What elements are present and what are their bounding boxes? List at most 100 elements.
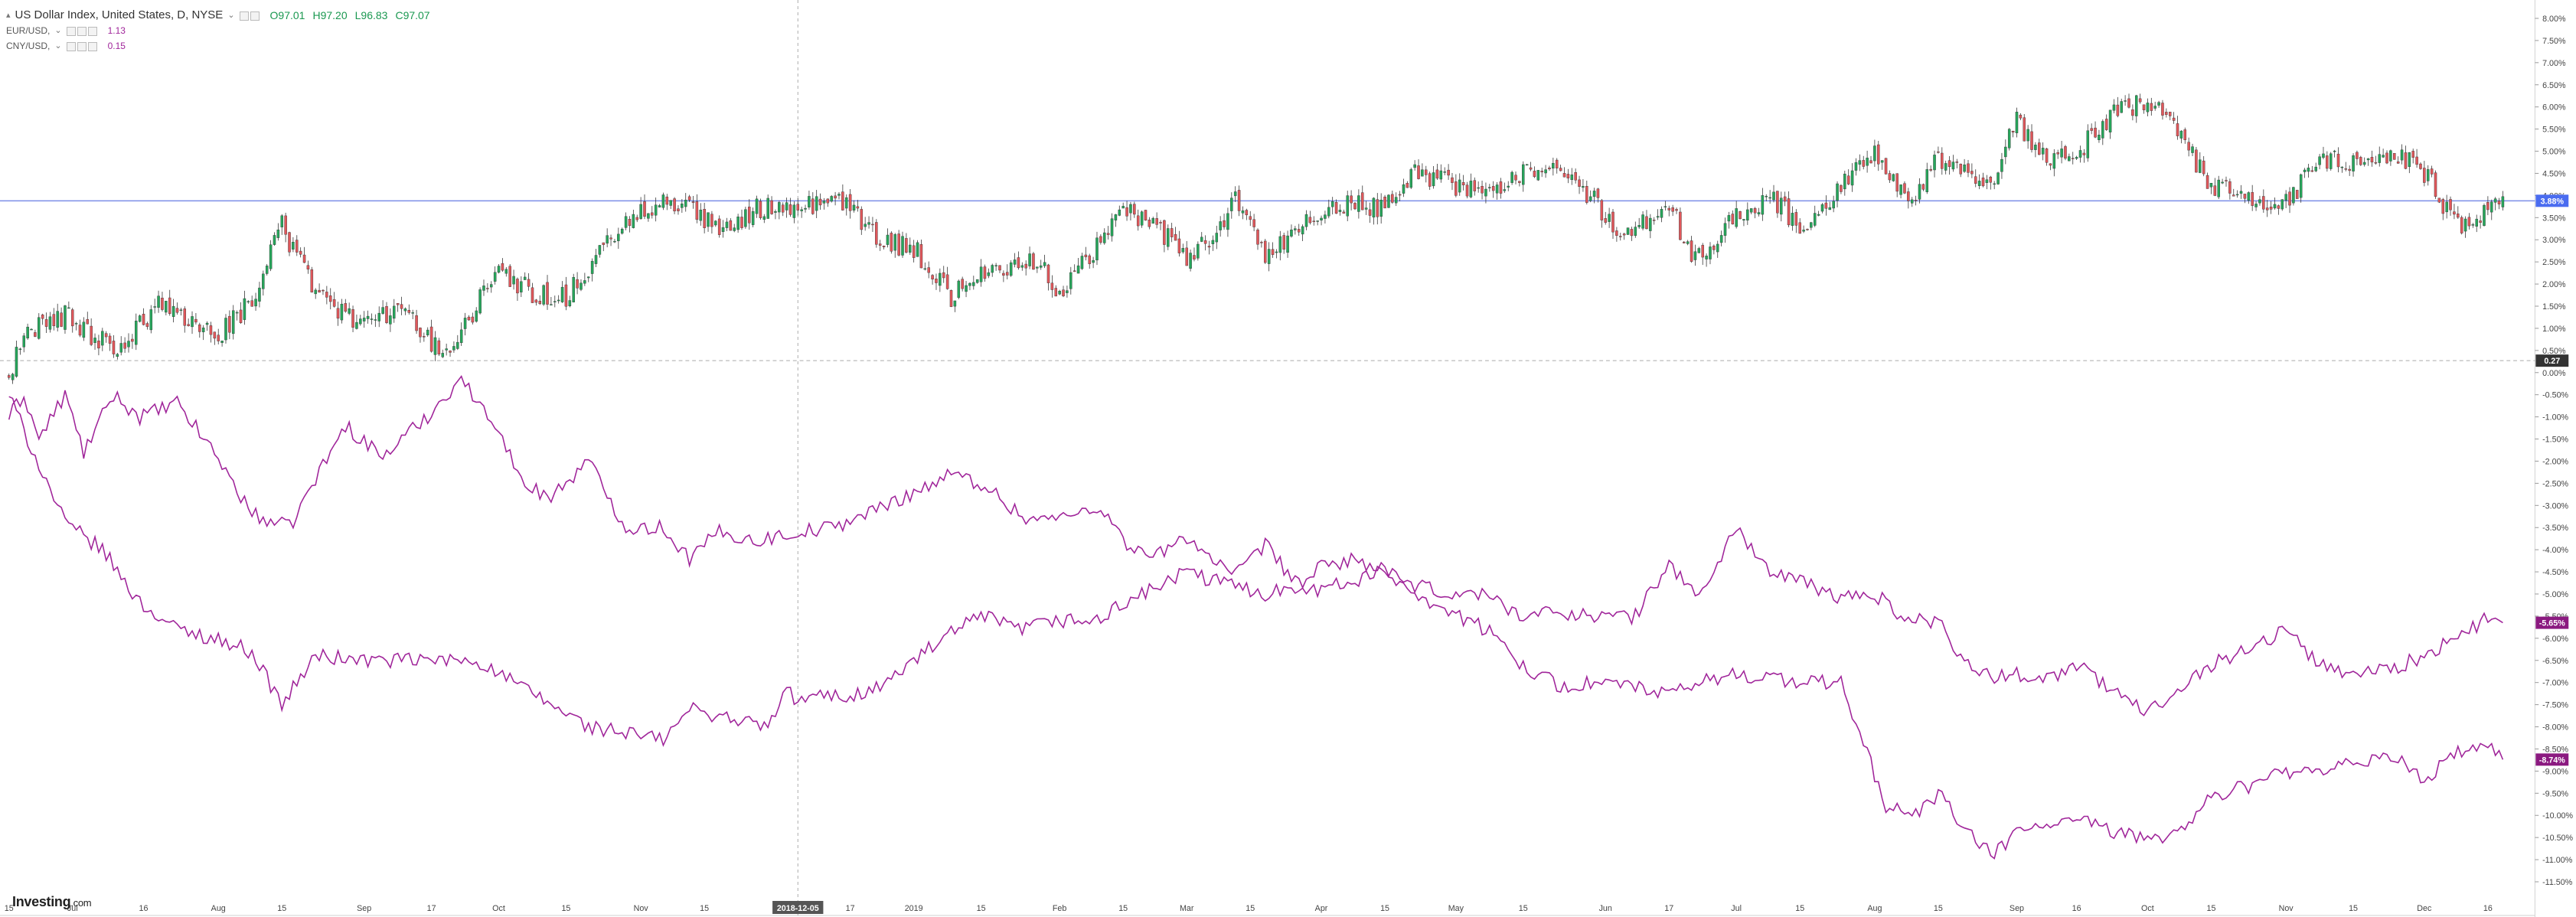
candle-body [2239,191,2243,194]
candle-body [1181,248,1185,253]
candle-body [302,254,306,263]
candle-body [542,285,545,305]
candle-body [1294,228,1297,230]
candle-body [56,311,59,328]
candle-body [161,298,164,310]
candle-body [875,222,878,245]
candle-body [1675,209,1678,211]
candle-body [1723,223,1727,236]
candle-body [1036,266,1039,269]
candle-body [1050,282,1054,290]
candle-body [475,310,478,322]
candle-body [1278,236,1282,253]
candle-body [2486,202,2489,210]
candle-body [1136,215,1140,227]
candle-body [411,312,414,314]
candle-body [1282,235,1285,250]
x-tick-label: 15 [277,904,286,913]
series-us-dollar-index[interactable] [7,93,2505,384]
candle-body [1701,245,1704,258]
remove-icon[interactable] [87,42,97,52]
remove-icon[interactable] [87,27,97,37]
collapse-toggle-icon[interactable]: ▴ [6,11,11,20]
y-tick-label: -11.00% [2542,856,2572,865]
candle-body [1746,209,1749,220]
candle-body [523,276,527,280]
candle-body [325,292,328,298]
close-value: C97.07 [395,9,430,21]
candle-body [201,328,205,332]
candle-body [957,280,961,298]
candle-body [1578,179,1581,188]
candle-body [2449,199,2452,210]
chevron-down-icon[interactable]: ⌄ [227,11,235,20]
candle-body [2437,197,2441,203]
series-eur-usd[interactable] [8,374,2503,716]
y-tick-label: -3.00% [2542,501,2568,511]
candle-body [1705,256,1708,259]
candle-body [2098,135,2101,140]
candle-body [717,218,721,235]
candle-body [2153,106,2156,109]
candle-body [351,309,354,328]
candle-body [2045,148,2049,163]
candle-body [119,343,122,353]
candle-body [1402,184,1406,194]
candle-body [1552,162,1555,169]
candle-body [142,313,145,325]
candle-body [1425,169,1428,175]
candle-body [759,201,762,218]
candle-body [1660,209,1663,218]
candle-body [1604,218,1607,223]
candle-body [733,227,736,231]
candle-body [306,265,310,269]
candle-body [135,320,138,345]
crosshair-date-bg [772,901,824,914]
chevron-down-icon[interactable]: ⌄ [54,41,62,51]
candle-body [901,236,904,256]
candle-body [1163,220,1166,245]
settings-icon[interactable] [77,42,87,52]
visibility-toggle-icon[interactable] [66,42,76,52]
candle-body [890,233,893,252]
candle-body [1582,186,1585,188]
candle-body [2277,205,2281,209]
candle-body [848,194,852,211]
candle-body [2176,123,2179,136]
candle-body [385,306,388,323]
candle-body [1963,165,1966,172]
candle-body [1237,190,1241,211]
candle-body [770,200,773,214]
candle-body [586,276,590,279]
candle-body [400,304,403,309]
y-axis[interactable]: 8.00% 7.50% 7.00% 6.50% 6.00% 5.50% 5.00% 4.50%… [2535,15,2573,887]
settings-icon[interactable] [77,27,87,37]
candle-body [1432,172,1435,187]
candle-body [2370,157,2374,163]
candle-body [2157,102,2160,106]
candle-body [1626,227,1630,235]
candle-body [975,279,979,283]
series-cny-usd[interactable] [8,396,2504,860]
candle-body [1226,213,1229,230]
candle-body [355,321,358,329]
candle-body [149,309,153,331]
candle-body [2243,194,2247,199]
candle-body [1151,217,1155,224]
chevron-down-icon[interactable]: ⌄ [54,26,62,35]
candle-body [2463,218,2467,232]
candle-body [108,335,112,344]
candle-body [1364,207,1368,210]
x-axis[interactable]: 15 Jul 16 Aug 15 Sep 17 Oct 15 Nov 15 17 2019 15 Feb 15… [5,904,2493,913]
candle-body [258,287,261,302]
visibility-toggle-icon[interactable] [66,27,76,37]
visibility-toggle-icon[interactable] [239,11,249,21]
candle-body [1245,210,1249,216]
candle-body [2000,158,2003,172]
candle-body [220,341,224,343]
candle-body [1686,241,1690,244]
settings-icon[interactable] [250,11,260,21]
candle-body [740,217,743,228]
